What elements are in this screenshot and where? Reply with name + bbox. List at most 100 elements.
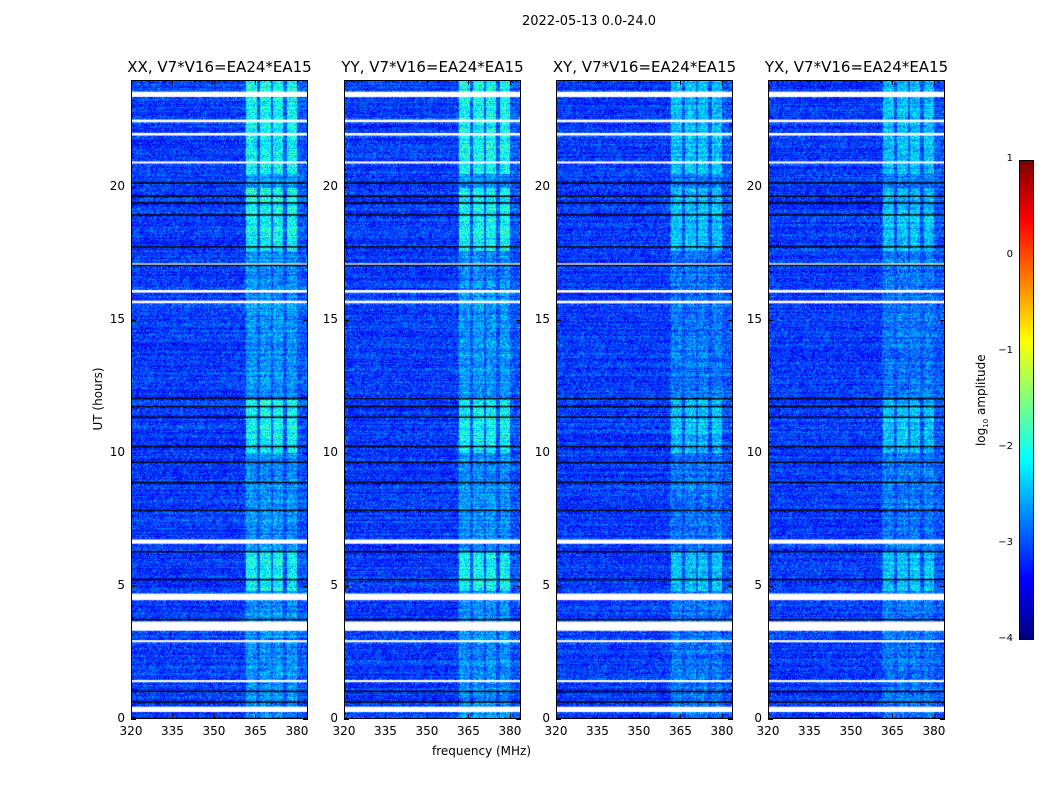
x-tick-label: 320 bbox=[544, 724, 568, 738]
x-tick-label: 380 bbox=[285, 724, 309, 738]
x-tick-mark bbox=[597, 80, 599, 85]
x-tick-label: 350 bbox=[839, 724, 863, 738]
y-tick-mark bbox=[303, 186, 308, 188]
x-tick-label: 350 bbox=[627, 724, 651, 738]
x-tick-label: 365 bbox=[244, 724, 267, 738]
x-tick-label: 365 bbox=[457, 724, 480, 738]
y-tick-mark bbox=[131, 719, 136, 720]
y-tick-label: 5 bbox=[330, 577, 338, 592]
x-tick-mark bbox=[768, 80, 769, 85]
x-tick-label: 365 bbox=[669, 724, 692, 738]
y-tick-label: 10 bbox=[534, 444, 550, 459]
x-tick-label: 350 bbox=[415, 724, 439, 738]
y-tick-mark bbox=[768, 452, 773, 454]
y-tick-mark bbox=[728, 719, 733, 720]
y-tick-label: 10 bbox=[109, 444, 125, 459]
figure-title: 2022-05-13 0.0-24.0 bbox=[522, 14, 656, 29]
y-tick-mark bbox=[556, 719, 561, 720]
x-tick-mark bbox=[809, 80, 811, 85]
y-tick-mark bbox=[131, 585, 136, 587]
y-tick-mark bbox=[728, 452, 733, 454]
x-tick-mark bbox=[468, 80, 470, 85]
colorbar-tick-label: 0 bbox=[1006, 249, 1013, 260]
y-tick-mark bbox=[940, 585, 945, 587]
x-tick-label: 365 bbox=[881, 724, 904, 738]
y-tick-mark bbox=[728, 186, 733, 188]
y-tick-mark bbox=[768, 585, 773, 587]
y-tick-mark bbox=[303, 719, 308, 720]
x-tick-mark bbox=[344, 714, 345, 719]
y-tick-mark bbox=[131, 452, 136, 454]
x-tick-mark bbox=[768, 714, 769, 719]
y-tick-label: 20 bbox=[109, 178, 125, 193]
y-tick-mark bbox=[768, 319, 773, 321]
y-tick-mark bbox=[344, 452, 349, 454]
y-tick-label: 0 bbox=[754, 711, 762, 725]
x-tick-mark bbox=[850, 80, 852, 85]
waterfall-panel bbox=[131, 80, 308, 719]
x-tick-mark bbox=[131, 714, 132, 719]
x-tick-mark bbox=[680, 80, 682, 85]
x-tick-mark bbox=[850, 714, 852, 719]
x-tick-mark bbox=[933, 714, 935, 719]
y-tick-mark bbox=[303, 452, 308, 454]
y-tick-mark bbox=[516, 719, 521, 720]
x-tick-mark bbox=[296, 714, 298, 719]
colorbar-tick-label: 1 bbox=[1006, 153, 1013, 164]
x-axis-label: frequency (MHz) bbox=[432, 744, 532, 758]
x-tick-mark bbox=[933, 80, 935, 85]
y-tick-label: 10 bbox=[746, 444, 762, 459]
y-tick-label: 0 bbox=[542, 711, 550, 725]
y-tick-mark bbox=[728, 319, 733, 321]
y-tick-mark bbox=[768, 186, 773, 188]
y-tick-mark bbox=[556, 452, 561, 454]
y-tick-mark bbox=[516, 452, 521, 454]
y-tick-mark bbox=[344, 319, 349, 321]
x-tick-mark bbox=[556, 714, 557, 719]
x-tick-label: 320 bbox=[756, 724, 780, 738]
x-tick-mark bbox=[721, 714, 723, 719]
y-tick-label: 20 bbox=[746, 178, 762, 193]
x-tick-mark bbox=[426, 714, 428, 719]
waterfall-image bbox=[132, 81, 307, 718]
y-tick-mark bbox=[516, 585, 521, 587]
y-tick-mark bbox=[556, 319, 561, 321]
x-tick-mark bbox=[385, 714, 387, 719]
y-tick-label: 0 bbox=[330, 711, 338, 725]
x-tick-label: 320 bbox=[119, 724, 143, 738]
y-tick-mark bbox=[940, 719, 945, 720]
y-tick-label: 5 bbox=[754, 577, 762, 592]
y-tick-mark bbox=[303, 585, 308, 587]
x-tick-mark bbox=[597, 714, 599, 719]
colorbar-label-rest: amplitude bbox=[973, 354, 988, 419]
colorbar-tick-label: −1 bbox=[998, 345, 1013, 356]
waterfall-image bbox=[345, 81, 520, 718]
x-tick-mark bbox=[426, 80, 428, 85]
y-tick-mark bbox=[728, 585, 733, 587]
panel-title: XY, V7*V16=EA24*EA15 bbox=[552, 58, 737, 76]
waterfall-image bbox=[557, 81, 732, 718]
x-tick-mark bbox=[255, 714, 257, 719]
x-tick-label: 335 bbox=[798, 724, 821, 738]
y-tick-label: 15 bbox=[746, 311, 762, 326]
y-tick-label: 0 bbox=[117, 711, 125, 725]
y-tick-mark bbox=[344, 186, 349, 188]
y-tick-mark bbox=[303, 319, 308, 321]
y-tick-label: 5 bbox=[542, 577, 550, 592]
x-tick-mark bbox=[680, 714, 682, 719]
x-tick-mark bbox=[131, 80, 132, 85]
y-tick-label: 10 bbox=[322, 444, 338, 459]
x-tick-mark bbox=[892, 80, 894, 85]
x-tick-mark bbox=[385, 80, 387, 85]
x-tick-mark bbox=[556, 80, 557, 85]
x-tick-mark bbox=[509, 80, 511, 85]
panel-title: YY, V7*V16=EA24*EA15 bbox=[341, 58, 524, 76]
x-tick-mark bbox=[638, 714, 640, 719]
x-tick-mark bbox=[638, 80, 640, 85]
y-tick-mark bbox=[344, 585, 349, 587]
y-tick-mark bbox=[131, 186, 136, 188]
x-tick-mark bbox=[172, 714, 174, 719]
colorbar bbox=[1019, 160, 1034, 640]
colorbar-label: log10 amplitude bbox=[974, 350, 990, 450]
y-tick-mark bbox=[940, 186, 945, 188]
